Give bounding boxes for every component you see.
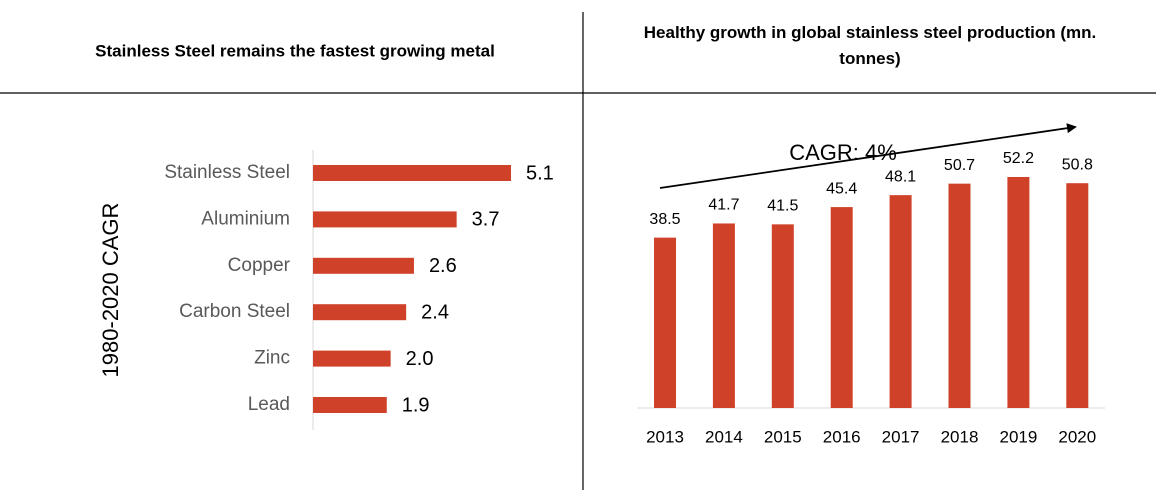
value-label: 38.5 bbox=[649, 211, 680, 228]
value-label: 41.7 bbox=[708, 197, 739, 214]
bar bbox=[771, 224, 794, 408]
value-label: 2.4 bbox=[421, 301, 449, 323]
x-tick-label: 2015 bbox=[764, 427, 802, 446]
category-label: Zinc bbox=[254, 348, 290, 369]
value-label: 52.2 bbox=[1003, 150, 1034, 167]
y-axis-label: 1980-2020 CAGR bbox=[98, 203, 123, 378]
annotation: CAGR: 4% bbox=[789, 140, 897, 165]
bar bbox=[654, 237, 676, 408]
x-tick-label: 2014 bbox=[705, 427, 743, 446]
trend-arrow bbox=[659, 123, 1077, 189]
value-label: 50.7 bbox=[944, 157, 975, 174]
x-tick-label: 2020 bbox=[1058, 427, 1096, 446]
category-label: Copper bbox=[228, 255, 291, 276]
value-label: 5.1 bbox=[526, 162, 554, 184]
bar bbox=[712, 223, 735, 408]
value-label: 48.1 bbox=[885, 168, 916, 185]
x-tick-label: 2016 bbox=[823, 427, 861, 446]
value-label: 45.4 bbox=[826, 180, 857, 197]
chart-title-box: Healthy growth in global stainless steel… bbox=[643, 23, 1097, 68]
bar bbox=[313, 257, 414, 274]
value-label: 2.0 bbox=[406, 348, 434, 370]
value-label: 41.5 bbox=[767, 198, 798, 215]
value-label: 3.7 bbox=[472, 209, 500, 231]
value-label: 50.8 bbox=[1062, 156, 1093, 173]
bar bbox=[830, 207, 853, 408]
category-label: Carbon Steel bbox=[179, 301, 290, 322]
x-tick-label: 2017 bbox=[882, 427, 920, 446]
bar bbox=[313, 350, 391, 367]
category-label: Lead bbox=[248, 394, 290, 415]
value-label: 1.9 bbox=[402, 394, 430, 416]
chart-title: Healthy growth in global stainless steel… bbox=[643, 23, 1097, 68]
bar bbox=[1066, 183, 1089, 408]
x-tick-label: 2013 bbox=[646, 427, 684, 446]
bar bbox=[948, 183, 971, 408]
x-tick-label: 2019 bbox=[999, 427, 1037, 446]
bar bbox=[889, 195, 912, 408]
x-tick-label: 2018 bbox=[941, 427, 979, 446]
bar bbox=[313, 165, 511, 181]
bar bbox=[313, 304, 407, 321]
category-label: Stainless Steel bbox=[164, 162, 290, 183]
bar bbox=[1007, 177, 1030, 408]
category-label: Aluminium bbox=[201, 208, 290, 229]
chart-title: Stainless Steel remains the fastest grow… bbox=[95, 41, 495, 60]
value-label: 2.6 bbox=[429, 255, 457, 277]
bar bbox=[313, 211, 457, 228]
bar bbox=[313, 397, 387, 413]
